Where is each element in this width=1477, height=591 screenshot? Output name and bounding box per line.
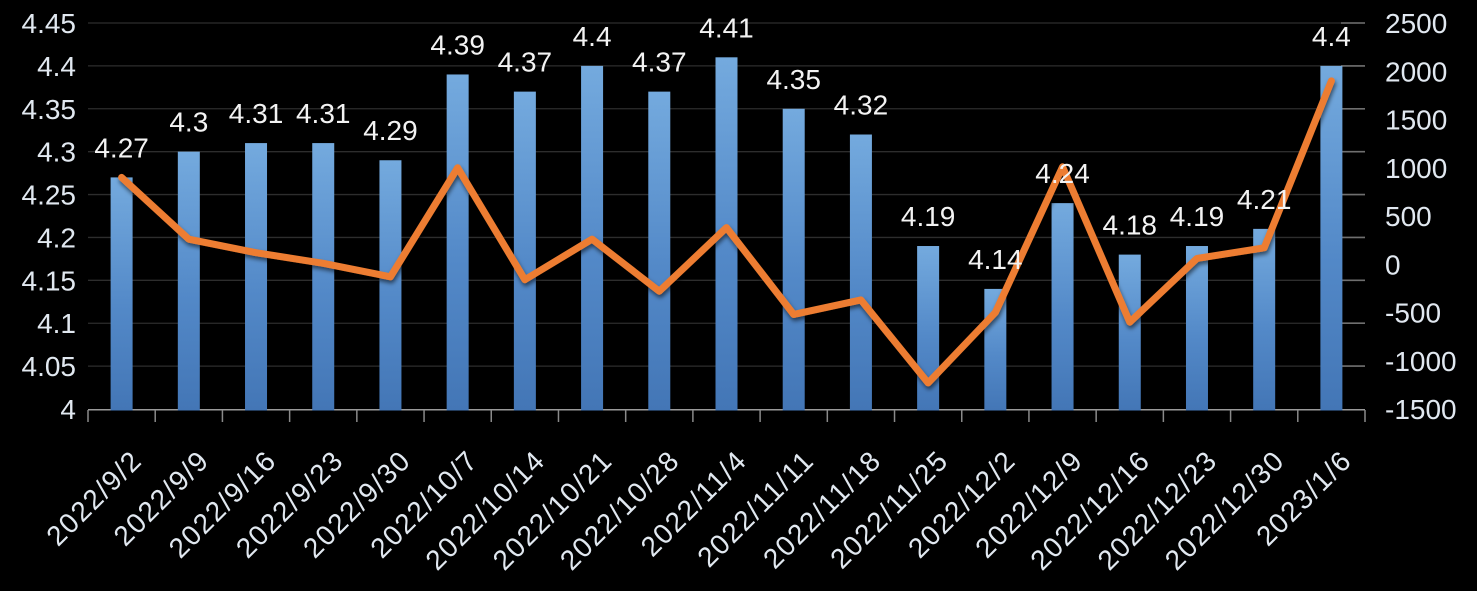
left-axis-label: 4.2 bbox=[37, 222, 76, 253]
line-series bbox=[118, 77, 1335, 387]
bar bbox=[177, 151, 200, 411]
right-axis-label: 2000 bbox=[1385, 56, 1447, 87]
bar-data-label: 4.19 bbox=[901, 201, 956, 232]
bar-data-label: 4.31 bbox=[229, 98, 284, 129]
bar bbox=[849, 134, 872, 411]
right-axis-label: -1500 bbox=[1385, 394, 1457, 425]
bar-data-label: 4.39 bbox=[430, 29, 485, 60]
bar bbox=[379, 160, 402, 411]
bar-data-label: 4.3 bbox=[169, 107, 208, 138]
left-axis-label: 4.3 bbox=[37, 137, 76, 168]
bar-data-label: 4.27 bbox=[94, 132, 149, 163]
left-axis-label: 4.4 bbox=[37, 51, 76, 82]
bar-data-label: 4.37 bbox=[632, 47, 687, 78]
bar bbox=[110, 177, 133, 411]
bar bbox=[1253, 228, 1276, 411]
bar bbox=[715, 57, 738, 411]
right-axis-label: -1000 bbox=[1385, 346, 1457, 377]
bar bbox=[782, 108, 805, 411]
bar-data-label: 4.31 bbox=[296, 98, 351, 129]
bar bbox=[513, 91, 536, 411]
bar-data-label: 4.41 bbox=[699, 12, 754, 43]
left-axis-label: 4.1 bbox=[37, 308, 76, 339]
right-axis-label: -500 bbox=[1385, 298, 1441, 329]
bar-data-label: 4.4 bbox=[1312, 21, 1351, 52]
bar-data-label: 4.32 bbox=[834, 90, 889, 121]
bar-data-label: 4.29 bbox=[363, 115, 418, 146]
bar-data-label: 4.35 bbox=[766, 64, 821, 95]
left-axis-label: 4 bbox=[60, 394, 76, 425]
bar-data-label: 4.37 bbox=[498, 47, 553, 78]
bar bbox=[1051, 203, 1074, 411]
right-axis-label: 1500 bbox=[1385, 105, 1447, 136]
left-axis-label: 4.05 bbox=[22, 351, 77, 382]
right-axis-label: 0 bbox=[1385, 249, 1401, 280]
bar bbox=[245, 143, 268, 411]
bar bbox=[446, 74, 469, 411]
bar-data-label: 4.14 bbox=[968, 244, 1023, 275]
bar-data-label: 4.21 bbox=[1237, 184, 1292, 215]
bar bbox=[1185, 246, 1208, 411]
bar-data-label: 4.19 bbox=[1170, 201, 1225, 232]
bar bbox=[917, 246, 940, 411]
left-axis-label: 4.15 bbox=[22, 265, 77, 296]
bar-data-label: 4.18 bbox=[1103, 210, 1158, 241]
left-axis-label: 4.25 bbox=[22, 180, 77, 211]
bar-data-label: 4.4 bbox=[573, 21, 612, 52]
right-axis-label: 2500 bbox=[1385, 8, 1447, 39]
right-axis-label: 500 bbox=[1385, 201, 1432, 232]
bar bbox=[648, 91, 671, 411]
bar bbox=[312, 143, 335, 411]
bar-data-label: 4.24 bbox=[1035, 158, 1090, 189]
right-axis-label: 1000 bbox=[1385, 153, 1447, 184]
left-axis-label: 4.35 bbox=[22, 94, 77, 125]
left-axis-label: 4.45 bbox=[22, 8, 77, 39]
bar bbox=[1118, 254, 1141, 411]
bar bbox=[1320, 65, 1343, 411]
